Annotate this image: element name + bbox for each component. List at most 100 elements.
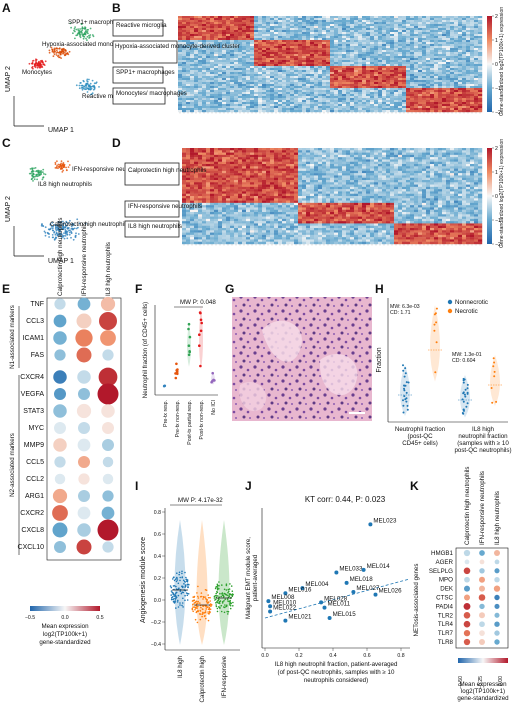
heatmap-cell bbox=[394, 154, 399, 158]
umap-a-point bbox=[75, 28, 78, 31]
heatmap-cell bbox=[238, 58, 243, 61]
heatmap-cell bbox=[214, 40, 219, 43]
heatmap-cell bbox=[218, 38, 223, 41]
heatmap-cell bbox=[198, 44, 203, 47]
heatmap-cell bbox=[226, 86, 231, 89]
heatmap-cell bbox=[298, 60, 303, 63]
heatmap-cell bbox=[422, 166, 427, 169]
heatmap-cell bbox=[366, 34, 371, 37]
heatmap-cell bbox=[338, 62, 343, 65]
heatmap-cell bbox=[478, 100, 483, 103]
heatmap-cell bbox=[466, 16, 471, 19]
heatmap-cell bbox=[314, 20, 319, 23]
heatmap-cell bbox=[470, 38, 475, 41]
heatmap-cell bbox=[294, 102, 299, 105]
heatmap-cell bbox=[278, 28, 283, 31]
heatmap-cell bbox=[398, 56, 403, 59]
heatmap-cell bbox=[422, 42, 427, 45]
heatmap-cell bbox=[450, 18, 455, 21]
heatmap-cell bbox=[310, 148, 315, 151]
heatmap-cell bbox=[350, 52, 355, 55]
heatmap-cell bbox=[438, 88, 443, 91]
heatmap-cell bbox=[390, 148, 395, 151]
heatmap-cell bbox=[218, 166, 223, 169]
heatmap-cell bbox=[298, 58, 303, 61]
heatmap-cell bbox=[282, 36, 287, 39]
umap-c-point bbox=[70, 230, 72, 233]
heatmap-cell bbox=[226, 50, 231, 53]
heatmap-cell bbox=[366, 64, 371, 67]
heatmap-cell bbox=[438, 34, 443, 37]
heatmap-cell bbox=[210, 80, 215, 83]
heatmap-cell bbox=[446, 108, 451, 111]
heatmap-cell bbox=[458, 70, 463, 73]
heatmap-cell bbox=[442, 84, 447, 87]
heatmap-cell bbox=[194, 70, 199, 73]
heatmap-cell bbox=[362, 68, 367, 71]
heatmap-cell bbox=[234, 50, 239, 53]
heatmap-cell bbox=[318, 24, 323, 27]
heatmap-cell bbox=[474, 88, 479, 91]
heatmap-cell bbox=[206, 70, 211, 73]
heatmap-cell bbox=[446, 157, 451, 160]
heatmap-cell bbox=[330, 74, 335, 77]
heatmap-cell bbox=[390, 64, 395, 67]
heatmap-cell bbox=[190, 82, 195, 85]
heatmap-cell bbox=[470, 108, 475, 111]
heatmap-cell bbox=[190, 92, 195, 95]
heatmap-cell bbox=[302, 154, 307, 158]
heatmap-cell bbox=[178, 16, 183, 19]
heatmap-cell bbox=[194, 22, 199, 25]
umap-a-point bbox=[55, 54, 58, 56]
heatmap-cell bbox=[314, 98, 319, 101]
heatmap-cell bbox=[222, 148, 227, 151]
heatmap-cell bbox=[470, 36, 475, 39]
heatmap-cell bbox=[262, 157, 267, 160]
heatmap-cell bbox=[290, 26, 295, 29]
heatmap-cell bbox=[214, 74, 219, 77]
heatmap-cell bbox=[466, 56, 471, 59]
heatmap-cell bbox=[346, 161, 351, 165]
heatmap-cell bbox=[194, 104, 199, 107]
heatmap-cell bbox=[402, 96, 407, 99]
heatmap-cell bbox=[434, 42, 439, 45]
heatmap-cell bbox=[374, 157, 379, 160]
heatmap-cell bbox=[338, 152, 343, 156]
heatmap-cell bbox=[238, 38, 243, 41]
umap-a-point bbox=[53, 50, 56, 53]
umap-a-point bbox=[90, 85, 93, 88]
umap-a-point bbox=[31, 63, 34, 65]
heatmap-cell bbox=[250, 28, 255, 31]
umap-a-point bbox=[86, 39, 88, 41]
heatmap-cell bbox=[462, 50, 467, 53]
heatmap-cell bbox=[262, 78, 267, 81]
heatmap-cell bbox=[190, 154, 195, 158]
heatmap-cell bbox=[478, 34, 483, 37]
heatmap-cell bbox=[190, 18, 195, 21]
heatmap-cell bbox=[198, 92, 203, 95]
heatmap-cell bbox=[230, 24, 235, 27]
heatmap-cell bbox=[410, 56, 415, 59]
heatmap-cell bbox=[438, 154, 443, 158]
heatmap-cell bbox=[430, 152, 435, 156]
heatmap-cell bbox=[450, 48, 455, 51]
heatmap-cell bbox=[466, 159, 471, 162]
heatmap-cell bbox=[314, 152, 319, 156]
heatmap-cell bbox=[258, 154, 263, 158]
heatmap-cell bbox=[402, 148, 407, 151]
heatmap-cell bbox=[258, 166, 263, 169]
heatmap-cell bbox=[182, 74, 187, 77]
heatmap-cell bbox=[278, 42, 283, 45]
heatmap-cell bbox=[190, 52, 195, 55]
heatmap-cell bbox=[450, 104, 455, 107]
heatmap-cell bbox=[458, 150, 463, 153]
heatmap-cell bbox=[298, 26, 303, 29]
heatmap-cell bbox=[406, 74, 411, 77]
heatmap-cell bbox=[186, 157, 191, 160]
heatmap-cell bbox=[306, 88, 311, 91]
heatmap-cell bbox=[194, 108, 199, 111]
heatmap-cell bbox=[258, 80, 263, 83]
heatmap-cell bbox=[246, 56, 251, 59]
heatmap-cell bbox=[382, 74, 387, 77]
heatmap-cell bbox=[370, 92, 375, 95]
